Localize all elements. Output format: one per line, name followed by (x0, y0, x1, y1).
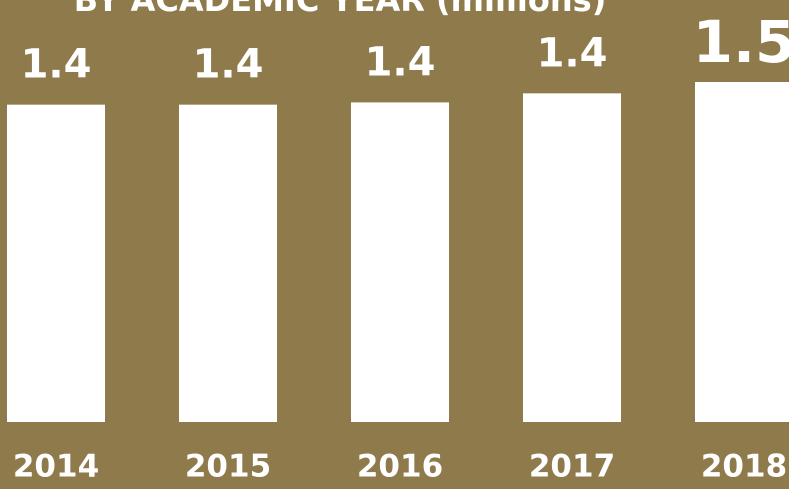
value-label: 1.4 (365, 39, 436, 85)
x-tick-label: 2014 (13, 449, 99, 485)
x-tick-label: 2017 (529, 449, 615, 485)
x-tick-label: 2018 (701, 449, 787, 485)
value-label: 1.4 (193, 42, 264, 88)
x-tick-label: 2016 (357, 449, 443, 485)
bar (523, 93, 621, 422)
value-label: 1.4 (21, 42, 92, 88)
bar (695, 82, 789, 422)
bar (179, 104, 277, 423)
value-label: 1.4 (537, 30, 608, 76)
value-label: 1.5 (693, 8, 789, 76)
bar (351, 102, 449, 423)
bar (7, 104, 105, 423)
chart-title: BY ACADEMIC YEAR (millions) (74, 0, 607, 19)
x-tick-label: 2015 (185, 449, 271, 485)
